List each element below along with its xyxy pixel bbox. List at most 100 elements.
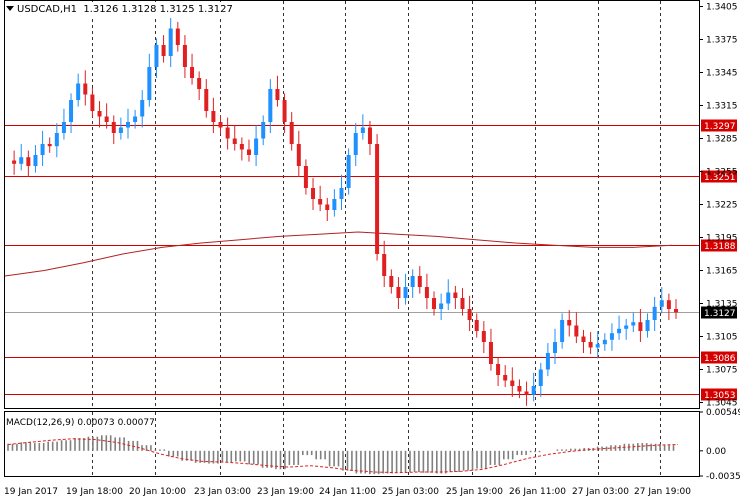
bull-candle [652, 306, 657, 320]
bear-candle [182, 45, 187, 67]
bull-candle [403, 287, 408, 298]
bull-candle [439, 303, 444, 309]
symbol-menu-icon[interactable] [6, 6, 14, 11]
bear-candle [453, 292, 458, 298]
level-price-tag [701, 119, 737, 132]
bull-candle [560, 320, 565, 342]
bear-candle [104, 116, 109, 122]
level-price-tag [701, 388, 737, 401]
bull-candle [538, 369, 543, 386]
level-price-label: 1.3053 [704, 391, 736, 401]
bear-candle [232, 138, 237, 144]
bull-candle [617, 328, 622, 334]
macd-signal-line [7, 438, 679, 474]
bear-candle [97, 111, 102, 117]
bull-candle [76, 83, 81, 100]
bear-candle [588, 342, 593, 348]
bear-candle [303, 166, 308, 188]
bear-candle [275, 89, 280, 100]
macd-tick-label: -0.00356 [706, 472, 740, 482]
bull-candle [69, 100, 74, 122]
price-tick-label: 1.3285 [706, 135, 738, 145]
time-axis: 19 Jan 2017 19 Jan 18:00 20 Jan 10:00 23 Ja… [4, 487, 691, 497]
bear-candle [218, 122, 223, 128]
level-price-label: 1.3086 [704, 354, 736, 364]
bull-candle [147, 67, 152, 100]
horizontal-levels[interactable]: 1.3297 1.3251 1.3188 1.3086 1.3053 1.3127 [5, 119, 737, 402]
bull-candle [624, 325, 629, 329]
bear-candle [474, 320, 479, 331]
bear-candle [318, 199, 323, 205]
bear-candle [510, 380, 515, 386]
macd-main-value: 0.00073 [77, 418, 115, 428]
time-label: 23 Jan 03:00 [194, 487, 251, 497]
bull-candle [659, 300, 664, 307]
price-tick-label: 1.3375 [706, 36, 738, 46]
vertical-grid [92, 1, 661, 476]
macd-name: MACD(12,26,9) [6, 418, 75, 428]
level-price-label: 1.3297 [704, 122, 736, 132]
bull-candle [54, 133, 59, 147]
bear-candle [12, 160, 17, 164]
moving-average [4, 231, 673, 277]
bear-candle [481, 331, 486, 342]
macd-histogram [7, 435, 679, 475]
bear-candle [396, 287, 401, 298]
price-tick-label: 1.3405 [706, 3, 738, 13]
bear-candle [83, 83, 88, 95]
bull-candle [339, 188, 344, 199]
bear-candle [111, 122, 116, 133]
macd-tick-label: 0.00549 [706, 408, 740, 418]
bear-candle [666, 300, 671, 309]
bear-candle [161, 45, 166, 56]
bear-candle [488, 342, 493, 364]
bear-candle [311, 188, 316, 199]
level-price-label: 1.3251 [704, 173, 736, 183]
bear-candle [524, 391, 529, 395]
bull-candle [140, 100, 145, 117]
level-price-label: 1.3188 [704, 242, 736, 252]
price-tick-label: 1.3165 [706, 267, 738, 277]
level-price-tag [701, 170, 737, 183]
bear-candle [282, 100, 287, 122]
macd-panel-frame [4, 411, 700, 477]
price-tick-label: 1.3105 [706, 333, 738, 343]
bull-candle [154, 45, 159, 67]
price-tick-label: 1.3225 [706, 201, 738, 211]
price-tick-label: 1.3345 [706, 69, 738, 79]
bear-candle [467, 309, 472, 320]
price-tick-label: 1.3045 [706, 399, 738, 409]
bull-candle [609, 333, 614, 340]
bear-candle [638, 322, 643, 331]
time-label: 27 Jan 19:00 [634, 487, 691, 497]
bear-candle [225, 127, 230, 139]
bear-candle [296, 144, 301, 166]
symbol-label: USDCAD,H1 [17, 4, 77, 15]
current-price-tag [701, 306, 737, 319]
bull-candle [125, 122, 130, 128]
bear-candle [90, 94, 95, 111]
chart-header: USDCAD,H1 1.3126 1.3128 1.3125 1.3127 [6, 2, 233, 18]
bear-candle [567, 320, 572, 326]
bear-candle [389, 276, 394, 287]
level-price-tag [701, 351, 737, 364]
bear-candle [204, 89, 209, 111]
bull-candle [353, 133, 358, 155]
bull-candle [410, 276, 415, 287]
bull-candle [446, 292, 451, 304]
bear-candle [246, 149, 251, 155]
ma-line [4, 231, 673, 277]
bull-candle [61, 122, 66, 133]
bear-candle [581, 336, 586, 342]
time-label: 23 Jan 19:00 [257, 487, 314, 497]
bull-candle [631, 322, 636, 326]
time-label: 26 Jan 11:00 [509, 487, 566, 497]
bull-candle [254, 138, 259, 155]
bear-candle [26, 157, 31, 166]
bear-candle [190, 67, 195, 78]
bull-candle [33, 155, 38, 166]
bull-candle [602, 339, 607, 345]
bull-candle [545, 353, 550, 370]
